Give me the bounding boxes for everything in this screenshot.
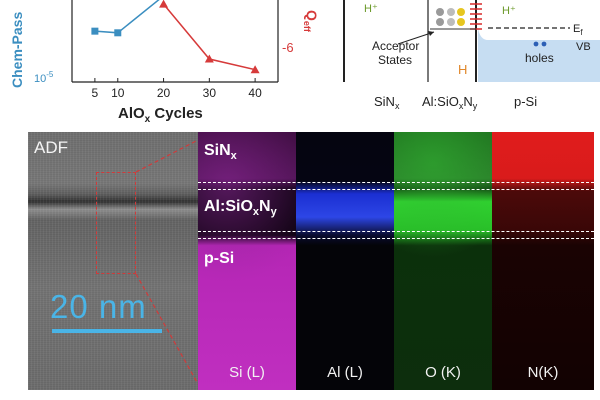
hole-dot [541, 41, 547, 47]
acceptor-arrow [397, 31, 435, 45]
layer-alsion-overlay: Al:SiOxNy [204, 198, 277, 219]
x-axis-label: AlOx Cycles [118, 105, 203, 125]
series-group [91, 0, 260, 74]
layer-psi-label: p-Si [514, 94, 537, 109]
left-y-tick: 10-5 [34, 70, 54, 85]
acceptor-state-dot [457, 18, 465, 26]
n-map-label: N(K) [527, 364, 559, 381]
acceptor-arrowhead [428, 31, 434, 36]
hole-dot [533, 41, 539, 47]
scale-bar-label: 20 nm [50, 288, 147, 325]
scale-bar [52, 329, 162, 333]
o-map [394, 132, 492, 390]
charge-dot [447, 8, 455, 16]
series-1-point [204, 54, 214, 63]
band-diagram: H⁺ H⁺ Ef VB Acceptor States H holes SiNx… [343, 0, 600, 111]
al-map-label: Al (L) [327, 364, 363, 381]
acceptor-label-2: States [378, 53, 412, 67]
holes-label: holes [525, 51, 554, 65]
adf-image [28, 132, 198, 390]
charge-dot [436, 8, 444, 16]
interface-line-4 [198, 238, 594, 239]
h-plus-left: H⁺ [364, 3, 378, 15]
x-tick-label: 30 [203, 86, 217, 100]
layer-alsion-label: Al:SiOxNy [422, 94, 478, 111]
layer-sinx-label: SiNx [374, 94, 400, 111]
svg-text:Qeff: Qeff [302, 10, 320, 33]
charge-dot [447, 18, 455, 26]
series-0-point [114, 29, 122, 37]
x-tick-group: 5 10 20 30 40 [92, 78, 262, 100]
series-1-point [250, 65, 260, 74]
o-map-label: O (K) [425, 364, 461, 381]
acceptor-state-dot [457, 8, 465, 16]
x-tick-label: 40 [248, 86, 262, 100]
si-map [198, 132, 296, 390]
layer-sinx-overlay: SiNx [204, 142, 237, 163]
passivation-chart: Chem-Pass 10-5 Qeff -6 AlOx Cycles 5 10 20… [9, 0, 320, 125]
interface-line-3 [198, 231, 594, 232]
al-map [296, 132, 394, 390]
interface-line-1 [198, 182, 594, 183]
layer-psi-overlay: p-Si [204, 250, 235, 267]
interface-line-2 [198, 189, 594, 190]
right-y-axis-label: Qeff [302, 10, 320, 33]
vb-label: VB [576, 41, 591, 53]
si-map-label: Si (L) [229, 364, 265, 381]
zoom-connector-lines [135, 139, 199, 385]
left-y-axis-label: Chem-Pass [9, 12, 25, 88]
x-tick-label: 10 [111, 86, 125, 100]
h-plus-right: H⁺ [502, 5, 516, 17]
series-line-0 [94, 0, 160, 34]
n-map [492, 132, 594, 390]
adf-label: ADF [34, 138, 68, 157]
charge-dot [436, 18, 444, 26]
x-tick-label: 20 [157, 86, 171, 100]
hydrogen-label: H [458, 62, 467, 77]
series-0-point [91, 27, 99, 35]
fermi-label: Ef [573, 23, 583, 37]
p-si-region [478, 28, 600, 82]
region-of-interest-box [96, 172, 136, 274]
right-y-tick: -6 [282, 40, 294, 55]
x-tick-label: 5 [92, 86, 99, 100]
eels-micrograph-panel: ADF 20 nm SiNx Al:SiOxNy p-Si Si (L) Al … [28, 132, 594, 390]
acceptor-label-1: Acceptor [372, 39, 419, 53]
series-1-point [159, 0, 169, 8]
